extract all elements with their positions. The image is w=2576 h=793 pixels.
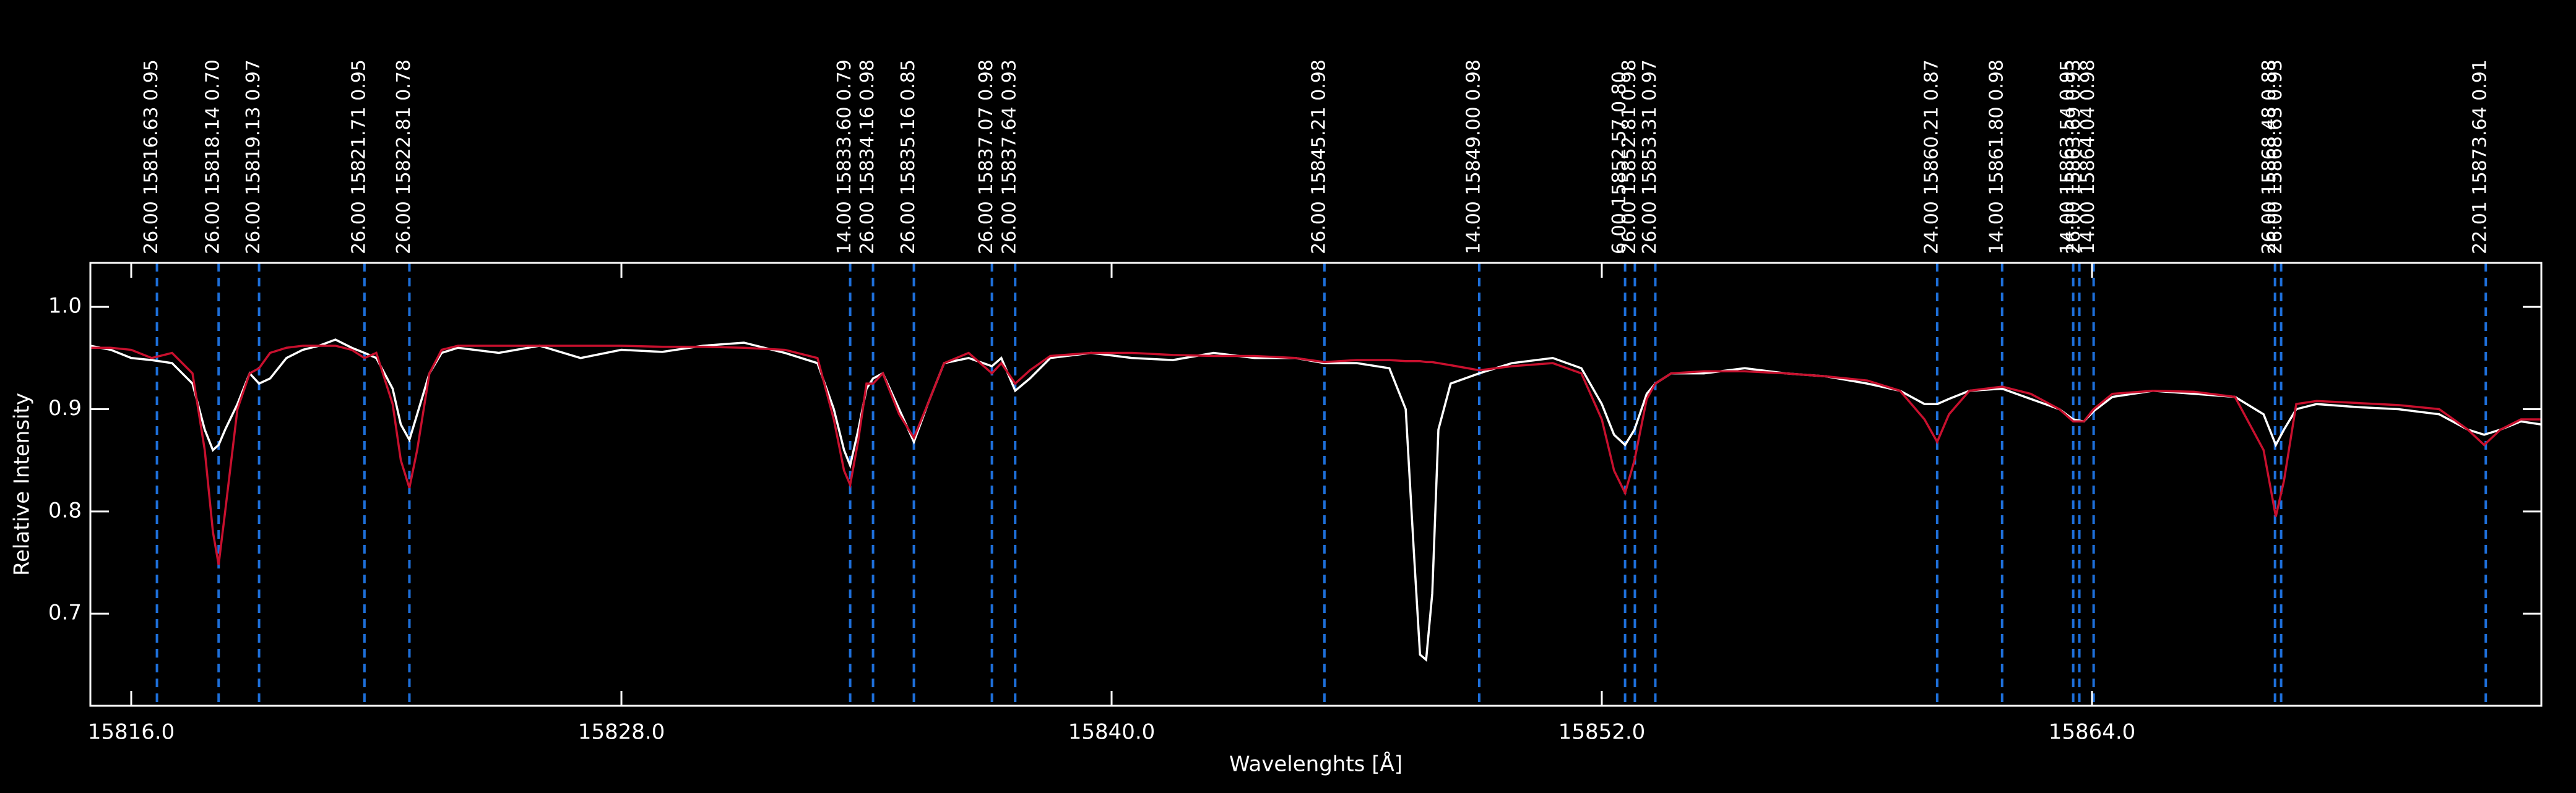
line-label: 26.00 15868.48 0.88 bbox=[2258, 59, 2280, 254]
y-tick-label: 0.7 bbox=[48, 601, 82, 625]
line-label: 26.00 15819.13 0.97 bbox=[243, 59, 264, 254]
x-tick-label: 15828.0 bbox=[578, 720, 665, 745]
spectrum-line bbox=[90, 338, 2542, 662]
line-label: 26.00 15852.81 0.98 bbox=[1619, 59, 1640, 254]
line-label: 26.00 15837.64 0.93 bbox=[999, 59, 1021, 254]
x-axis-label: Wavelenghts [Å] bbox=[1229, 752, 1403, 777]
line-label: 6.00 15852.57 0.80 bbox=[1609, 71, 1630, 254]
line-label: 26.00 15845.21 0.98 bbox=[1308, 59, 1329, 254]
x-tick-label: 15852.0 bbox=[1558, 720, 1646, 745]
line-label: 14.00 15833.60 0.79 bbox=[834, 59, 855, 254]
plot-frame bbox=[89, 262, 2543, 707]
line-label: 22.01 15873.64 0.91 bbox=[2470, 59, 2491, 254]
line-label: 14.00 15849.00 0.98 bbox=[1463, 59, 1485, 254]
y-axis-label: Relative Intensity bbox=[10, 393, 35, 576]
line-label: 26.00 15853.31 0.97 bbox=[1639, 59, 1661, 254]
line-label: 26.00 15837.07 0.98 bbox=[975, 59, 997, 254]
line-label: 14.00 15861.80 0.98 bbox=[1986, 59, 2007, 254]
x-tick-label: 15816.0 bbox=[88, 720, 175, 745]
line-label: 14.00 15863.54 0.95 bbox=[2057, 59, 2078, 254]
line-label: 24.00 15860.21 0.87 bbox=[1921, 59, 1942, 254]
y-tick-label: 0.9 bbox=[48, 396, 82, 421]
line-label: 26.00 15868.63 0.93 bbox=[2265, 59, 2286, 254]
line-label: 26.00 15818.14 0.70 bbox=[202, 59, 224, 254]
line-label: 14.00 15864.04 0.98 bbox=[2077, 59, 2099, 254]
spectrum-line bbox=[90, 345, 2541, 565]
line-label: 26.00 15834.16 0.98 bbox=[857, 59, 878, 254]
x-tick-label: 15864.0 bbox=[2049, 720, 2136, 745]
y-tick-label: 0.8 bbox=[48, 498, 82, 523]
line-label: 26.00 15835.16 0.85 bbox=[897, 59, 919, 254]
line-label: 26.00 15822.81 0.78 bbox=[393, 59, 415, 254]
y-tick-label: 1.0 bbox=[48, 294, 82, 319]
line-label: 26.00 15821.71 0.95 bbox=[348, 59, 370, 254]
x-tick-label: 15840.0 bbox=[1068, 720, 1156, 745]
line-label: 26.00 15863.69 0.93 bbox=[2063, 59, 2085, 254]
line-label: 26.00 15816.63 0.95 bbox=[140, 59, 162, 254]
